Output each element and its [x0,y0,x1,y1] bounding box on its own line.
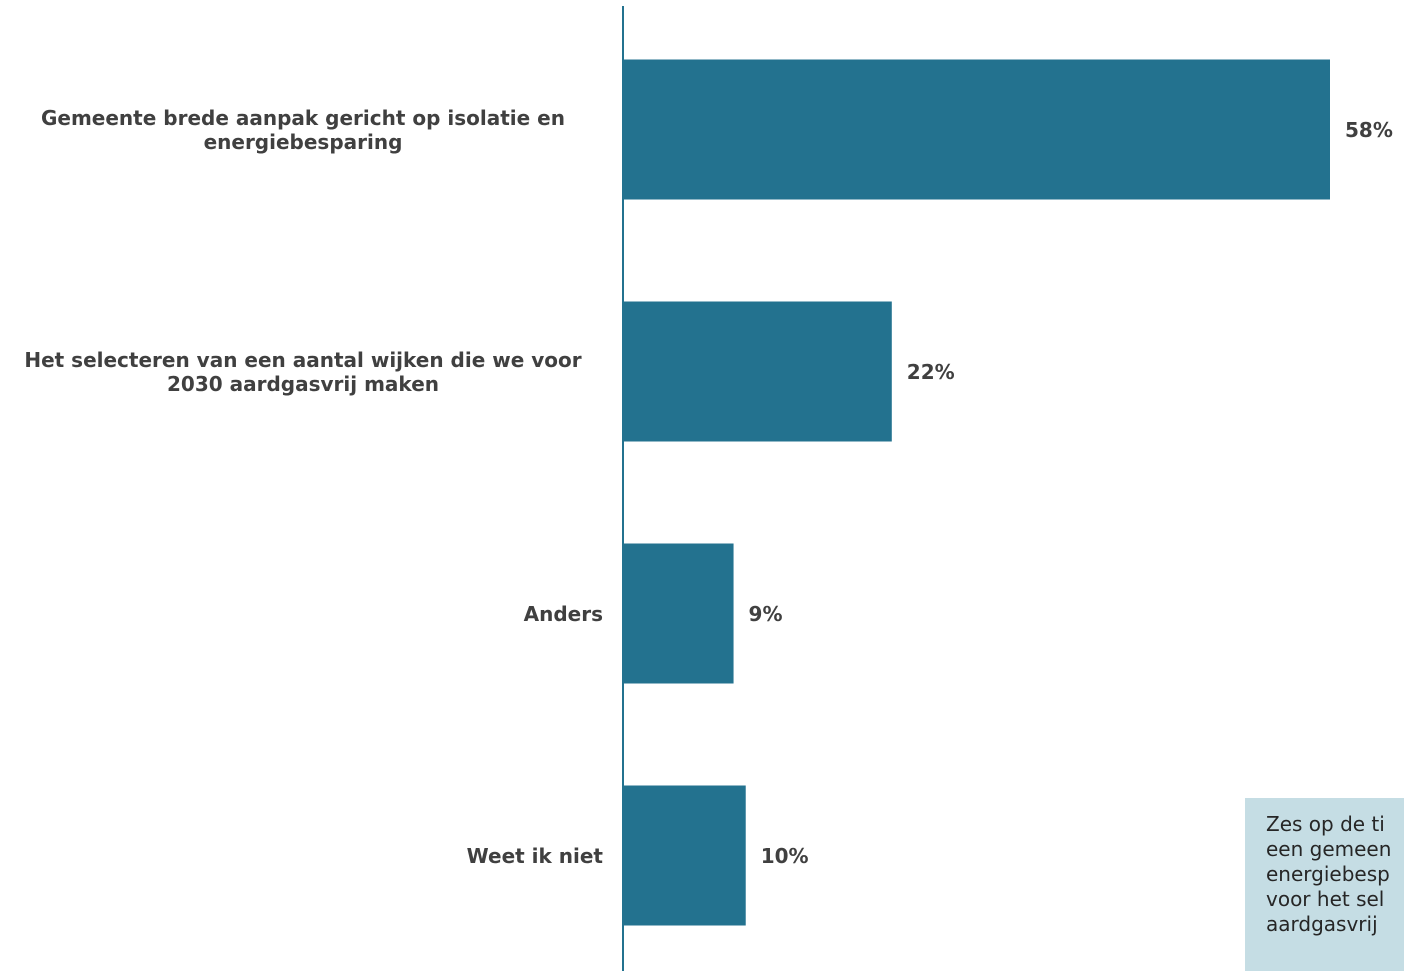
bar [624,543,734,684]
bar [624,301,892,442]
category-label: Anders [523,601,603,626]
callout-text: Zes op de ti een gemeen energiebesp voor… [1266,812,1404,937]
callout-line: voor het sel [1266,887,1385,911]
category-label: Gemeente brede aanpak gericht op isolati… [40,105,565,154]
callout-line: een gemeen [1266,837,1392,861]
value-label: 58% [1345,117,1393,142]
value-label: 10% [760,843,809,868]
category-label: Weet ik niet [466,843,603,868]
bar [624,785,746,926]
value-label: 22% [906,359,955,384]
category-label: Het selecteren van een aantal wijken die… [24,347,582,396]
bar [624,59,1330,200]
value-label: 9% [748,601,783,626]
callout-box: Zes op de ti een gemeen energiebesp voor… [1245,798,1404,971]
callout-line: aardgasvrij [1266,912,1378,936]
callout-line: Zes op de ti [1266,812,1385,836]
callout-line: energiebesp [1266,862,1390,886]
